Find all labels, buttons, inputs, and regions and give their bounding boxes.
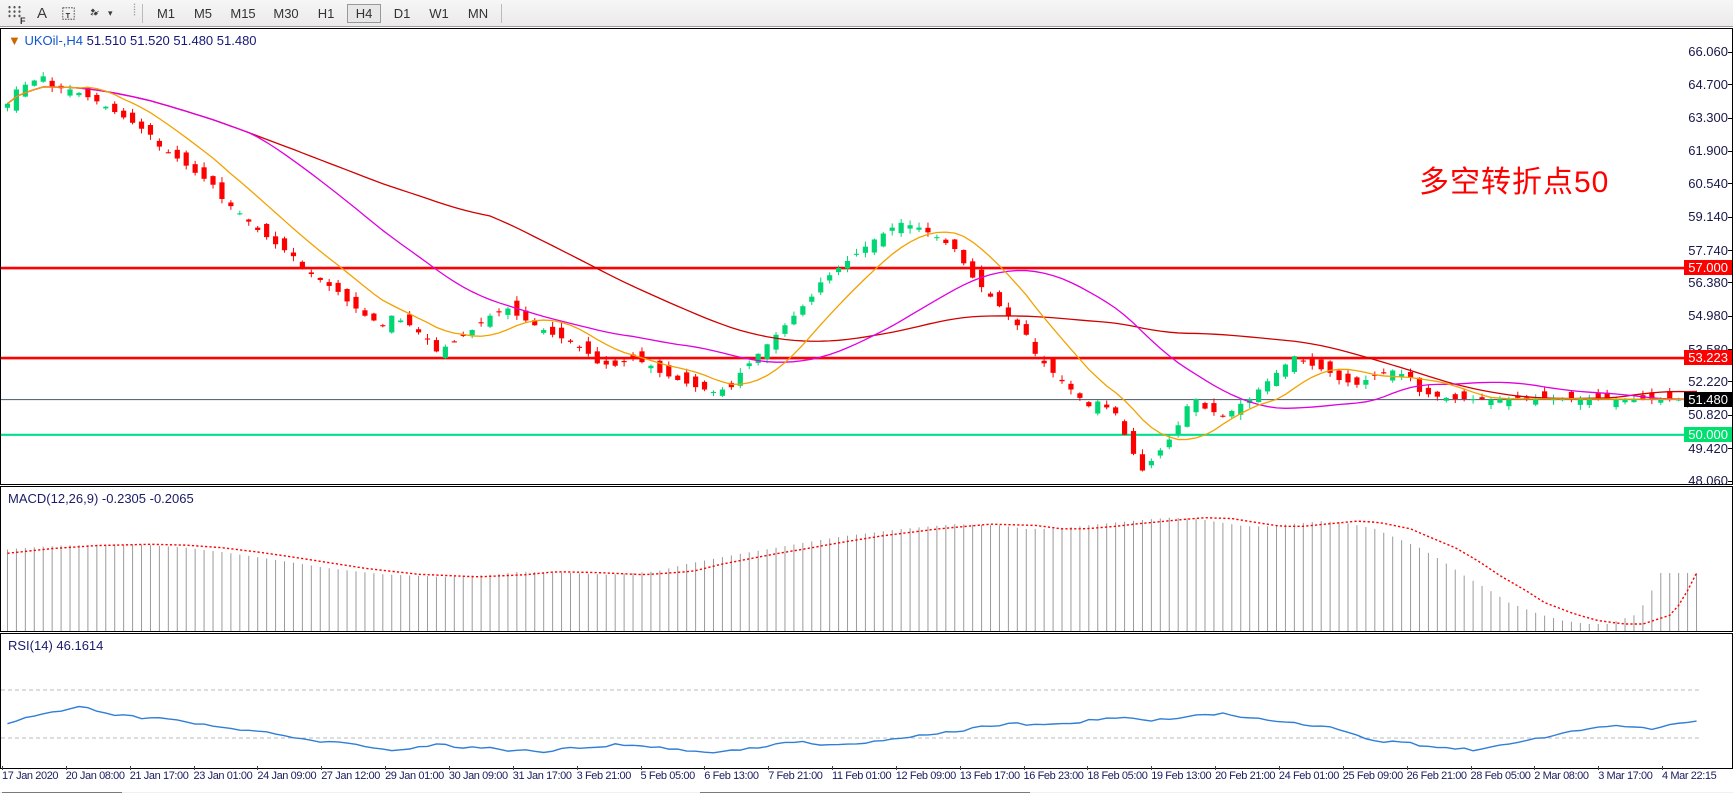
svg-text:T: T (66, 11, 71, 20)
